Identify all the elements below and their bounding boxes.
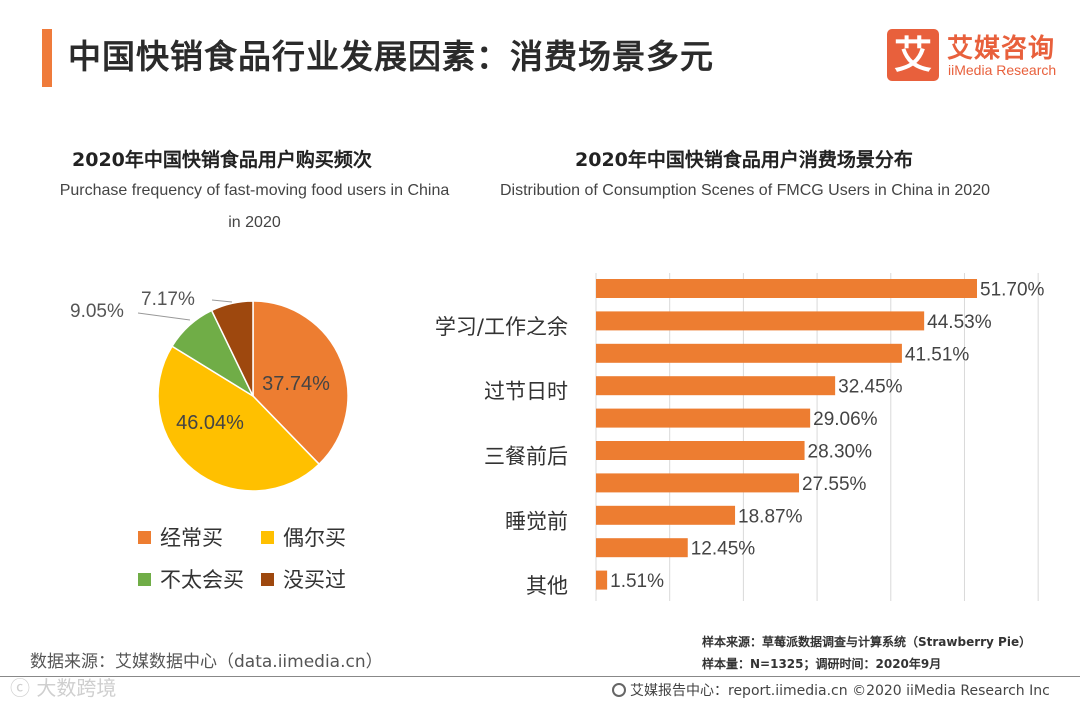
bar-value-label: 29.06% bbox=[813, 409, 878, 430]
bar bbox=[596, 538, 688, 558]
bar-value-label: 1.51% bbox=[610, 571, 664, 592]
bar-value-label: 32.45% bbox=[838, 377, 903, 398]
pie-slice bbox=[252, 300, 349, 466]
title-accent-bar bbox=[42, 29, 52, 87]
legend-item: 偶尔买 bbox=[261, 522, 346, 552]
legend-swatch-rarely bbox=[138, 572, 151, 586]
legend-item: 没买过 bbox=[261, 564, 346, 594]
pie-chart-subtitle: Purchase frequency of fast-moving food u… bbox=[59, 182, 450, 231]
bar-value-label: 12.45% bbox=[691, 539, 756, 560]
bar bbox=[596, 343, 902, 363]
pie-chart: 37.74% 46.04% 9.05% 7.17% bbox=[70, 289, 349, 492]
brand-logo: 艾 艾媒咨询 iiMedia Research bbox=[887, 28, 1062, 88]
bar-value-label: 41.51% bbox=[905, 344, 970, 365]
legend-swatch-occasional bbox=[261, 530, 274, 544]
bar-value-label: 44.53% bbox=[927, 312, 992, 333]
legend-swatch-never bbox=[261, 572, 274, 586]
bar-chart: 51.70% 44.53% 学习/工作之余 41.51%32.45% 过节日时 29.06… bbox=[435, 273, 1045, 601]
pie-slice-label: 46.04% bbox=[176, 412, 244, 434]
globe-icon bbox=[612, 683, 626, 697]
sample-size: 样本量：N=1325；调研时间：2020年9月 bbox=[702, 657, 942, 671]
bar bbox=[596, 473, 800, 493]
pie-slice-label: 37.74% bbox=[262, 373, 330, 395]
footer-text: 艾媒报告中心：report.iimedia.cn ©2020 iiMedia R… bbox=[630, 683, 1050, 699]
data-source: 数据来源：艾媒数据中心（data.iimedia.cn） bbox=[30, 652, 383, 672]
sample-source: 样本来源：草莓派数据调查与计算系统（Strawberry Pie） bbox=[702, 635, 1032, 649]
bar-value-label: 27.55% bbox=[802, 474, 867, 495]
pie-chart-title: 2020年中国快销食品用户购买频次 bbox=[72, 149, 372, 171]
bar-category-label: 过节日时 bbox=[484, 380, 568, 404]
bar bbox=[596, 376, 836, 396]
pie-slice bbox=[157, 345, 321, 492]
legend-label: 不太会买 bbox=[160, 568, 244, 592]
bar bbox=[596, 441, 805, 460]
legend-item: 不太会买 bbox=[138, 564, 244, 594]
page-title: 中国快销食品行业发展因素：消费场景多元 bbox=[68, 37, 714, 76]
bar bbox=[596, 505, 736, 525]
watermark: ⓒ 大数跨境 bbox=[10, 676, 117, 700]
footer-divider bbox=[0, 676, 1080, 677]
legend-label: 没买过 bbox=[283, 568, 346, 592]
bar-category-label: 三餐前后 bbox=[484, 445, 568, 469]
pie-slice bbox=[210, 300, 254, 397]
bar-chart-subtitle: Distribution of Consumption Scenes of FM… bbox=[500, 182, 990, 199]
bar-category-label: 睡觉前 bbox=[505, 509, 568, 533]
logo-mark: 艾 bbox=[887, 29, 939, 81]
bar-category-label: 其他 bbox=[526, 574, 568, 598]
bar bbox=[596, 570, 608, 590]
bar-chart-title: 2020年中国快销食品用户消费场景分布 bbox=[575, 149, 913, 171]
bar bbox=[596, 408, 811, 428]
bar bbox=[596, 311, 925, 331]
legend-item: 经常买 bbox=[138, 522, 223, 552]
pie-leader-line bbox=[211, 299, 233, 303]
pie-legend: 经常买 偶尔买 不太会买 没买过 bbox=[138, 522, 378, 602]
pie-leader-line bbox=[137, 312, 191, 321]
pie-slice-label: 7.17% bbox=[141, 289, 195, 310]
logo-en-text: iiMedia Research bbox=[948, 62, 1057, 78]
legend-label: 经常买 bbox=[160, 526, 223, 550]
legend-label: 偶尔买 bbox=[283, 526, 346, 550]
legend-swatch-frequent bbox=[138, 530, 151, 544]
bar-value-label: 28.30% bbox=[808, 442, 873, 463]
bar-value-label: 51.70% bbox=[980, 280, 1045, 301]
bar-category-label: 学习/工作之余 bbox=[435, 315, 568, 339]
logo-cn-text: 艾媒咨询 bbox=[947, 34, 1056, 64]
footer: 艾媒报告中心：report.iimedia.cn ©2020 iiMedia R… bbox=[612, 680, 1050, 700]
bar-value-label: 18.87% bbox=[738, 506, 803, 527]
pie-slice-label: 9.05% bbox=[70, 301, 124, 322]
bar bbox=[596, 279, 977, 298]
